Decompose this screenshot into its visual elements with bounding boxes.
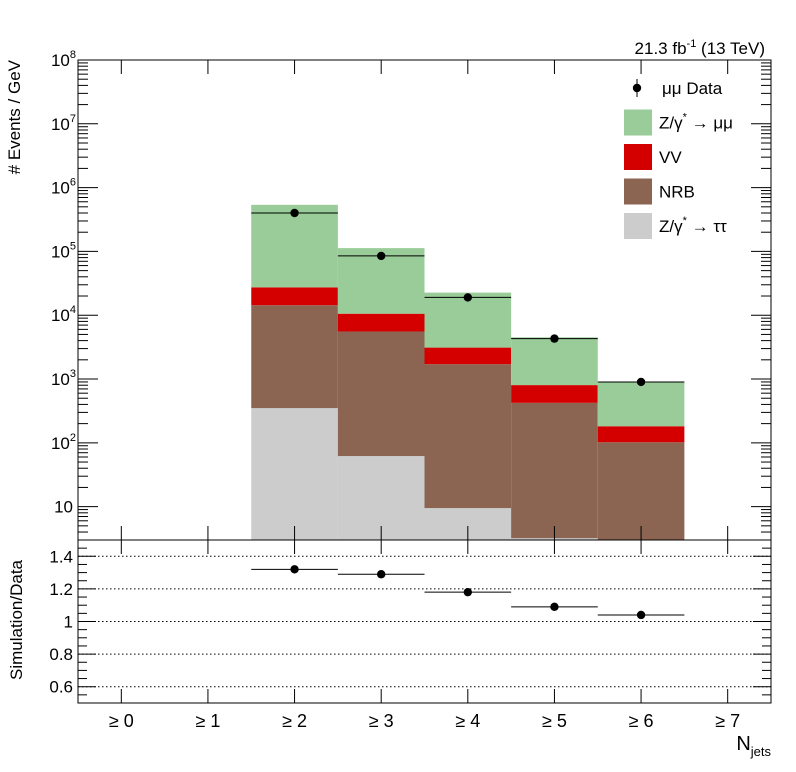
bar-z-4 [424, 292, 512, 348]
x-axis-title: Njets [736, 733, 771, 759]
y-tick-label-1: 102 [51, 432, 76, 453]
ratio-y-tick-label-1: 0.8 [49, 645, 73, 664]
lower-frame [77, 539, 772, 704]
legend-swatch-2 [624, 144, 652, 170]
bar-vv-3 [337, 313, 425, 332]
ratio-point-3 [376, 570, 386, 579]
y-tick-label-7: 108 [51, 49, 76, 70]
bar-vv-2 [251, 287, 338, 306]
upper-axes: 10 102 103 104 105 106 107 108 [51, 49, 771, 541]
bar-nrb-4 [424, 364, 512, 509]
lower-panel: 0.60.811.21.4 Simulation/Data ≥ 0 ≥ 1 ≥ 2 ≥… [7, 539, 772, 759]
y-tick-label-5: 106 [51, 177, 76, 198]
data-point-6 [636, 377, 646, 387]
ratio-point-6 [636, 610, 646, 620]
x-tick-label-0: ≥ 0 [109, 711, 134, 731]
legend-label-4: Z/γ* → ττ [659, 215, 727, 236]
ratio-point-2 [290, 565, 299, 574]
bar-z-6 [597, 381, 685, 427]
data-point-2 [290, 208, 299, 218]
y-tick-label-4: 105 [51, 240, 76, 261]
upper-panel: 10 102 103 104 105 106 107 108 # Events / GeV μ… [5, 49, 772, 541]
x-tick-label-4: ≥ 4 [455, 711, 480, 731]
bar-z-5 [511, 337, 598, 386]
x-tick-label-2: ≥ 2 [282, 711, 307, 731]
bar-vv-5 [511, 385, 598, 403]
bar-vv-4 [424, 347, 512, 365]
ratio-y-tick-label-2: 1 [64, 613, 73, 632]
x-tick-label-6: ≥ 6 [629, 711, 654, 731]
legend: μμ Data Z/γ* → μμ VV NRB Z/γ* → ττ [624, 79, 733, 239]
ratio-points [251, 565, 685, 620]
lower-axes: 0.6 0.8 1 1.2 1.4 [49, 539, 771, 704]
y-tick-label-6: 107 [51, 113, 76, 134]
legend-swatch-3 [624, 178, 652, 205]
lower-y-axis-title: Simulation/Data [7, 559, 26, 680]
x-tick-labels: ≥ 0 ≥ 1 ≥ 2 ≥ 3 ≥ 4 ≥ 5 ≥ 6 ≥ 7 [109, 711, 740, 731]
data-point-4 [463, 293, 473, 302]
bar-z-2 [251, 204, 338, 288]
bar-nrb-3 [337, 331, 425, 457]
x-tick-label-5: ≥ 5 [542, 711, 567, 731]
y-tick-label-2: 103 [51, 368, 76, 389]
ratio-y-tick-label-3: 1.2 [49, 580, 73, 599]
ratio-point-4 [463, 587, 473, 597]
ratio-gridlines [78, 555, 771, 688]
ratio-point-5 [550, 602, 559, 612]
bar-z-2 [251, 408, 338, 540]
legend-swatch-4 [624, 213, 652, 239]
legend-label-1: Z/γ* → μμ [659, 112, 733, 133]
ratio-y-tick-label-0: 0.6 [49, 678, 73, 697]
bar-vv-6 [597, 426, 685, 443]
x-tick-label-1: ≥ 1 [195, 711, 220, 731]
legend-label-3: NRB [659, 183, 695, 202]
legend-label-2: VV [659, 148, 682, 167]
x-tick-label-7: ≥ 7 [715, 711, 740, 731]
stacked-bars [251, 204, 685, 540]
data-points [251, 208, 685, 387]
luminosity-label: 21.3 fb-1 (13 TeV) [635, 38, 765, 58]
legend-swatch-1 [624, 109, 652, 136]
x-tick-label-3: ≥ 3 [369, 711, 394, 731]
bar-nrb-6 [597, 442, 685, 540]
ratio-y-tick-label-4: 1.4 [49, 547, 73, 566]
bar-nrb-5 [511, 402, 598, 539]
data-point-5 [550, 334, 559, 343]
upper-y-axis-title: # Events / GeV [5, 59, 24, 174]
y-tick-label-3: 104 [51, 304, 76, 325]
legend-label-data: μμ Data [662, 79, 723, 98]
bar-nrb-2 [251, 305, 338, 409]
data-point-3 [376, 251, 386, 261]
y-tick-label-0: 10 [54, 498, 73, 517]
